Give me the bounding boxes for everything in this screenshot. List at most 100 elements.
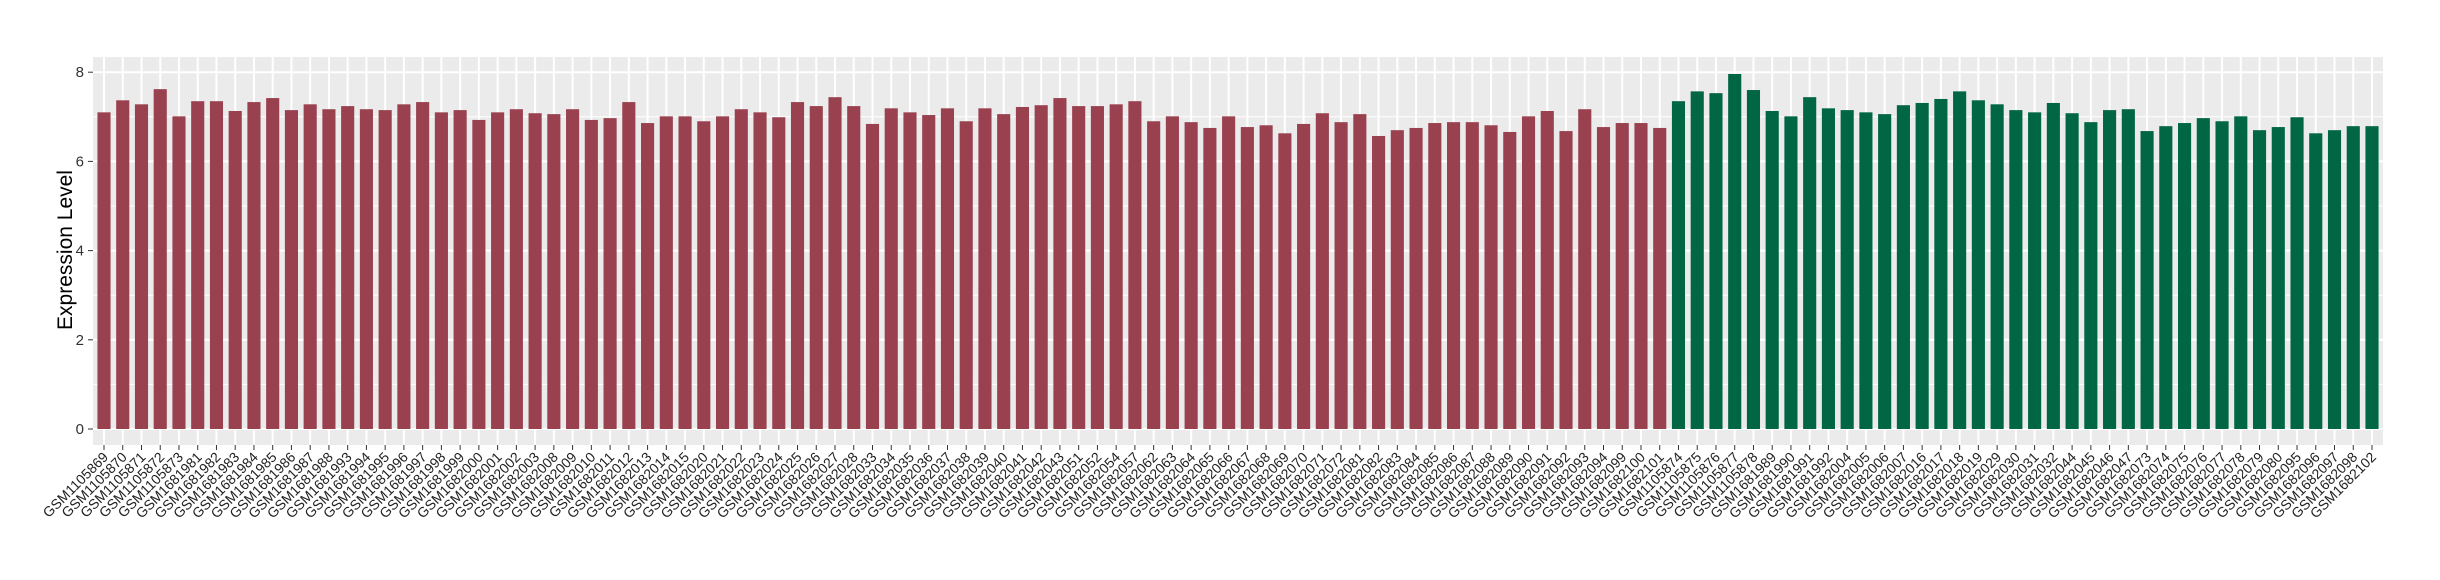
bar-GSM1682023	[753, 112, 767, 429]
bar-GSM1682079	[2252, 130, 2267, 429]
bar-GSM1682012	[622, 102, 636, 429]
bar-GSM1682005	[1859, 112, 1873, 429]
bar-GSM1105876	[1709, 93, 1723, 430]
bar-GSM1682016	[1915, 102, 1929, 429]
bar-GSM1681996	[397, 104, 411, 429]
bar-GSM1682098	[2346, 126, 2360, 429]
bar-GSM1681983	[228, 111, 242, 429]
bar-GSM1682075	[2178, 123, 2192, 429]
bar-GSM1682009	[566, 109, 580, 429]
bar-GSM1682001	[491, 112, 505, 429]
bar-GSM1682034	[884, 108, 898, 430]
bar-GSM1682054	[1109, 104, 1123, 429]
bar-GSM1682011	[603, 118, 617, 429]
y-axis-title: Expression Level	[54, 170, 77, 330]
bar-GSM1682015	[678, 116, 692, 429]
bar-GSM1682068	[1259, 125, 1273, 430]
bar-GSM1682077	[2215, 121, 2229, 429]
bar-GSM1682067	[1240, 127, 1254, 430]
x-axis: GSM1105869GSM1105870GSM1105871GSM1105872…	[39, 445, 2379, 521]
bar-GSM1682069	[1278, 133, 1292, 429]
bar-GSM1682086	[1446, 122, 1461, 429]
bar-GSM1682102	[2365, 126, 2379, 429]
bar-GSM1682101	[1653, 127, 1667, 429]
bar-GSM1681998	[434, 112, 448, 429]
bar-GSM1105871	[134, 104, 149, 429]
bar-GSM1682043	[1053, 98, 1067, 430]
bar-GSM1682041	[1015, 106, 1030, 429]
y-tick-label: 0	[76, 421, 84, 438]
bar-GSM1105873	[172, 116, 186, 429]
bar-GSM1682087	[1465, 122, 1479, 429]
bar-GSM1682026	[809, 106, 823, 429]
bar-GSM1682085	[1428, 123, 1442, 429]
bar-GSM1682003	[528, 113, 542, 430]
bar-GSM1682045	[2084, 122, 2098, 429]
bar-GSM1682099	[1615, 123, 1629, 429]
bar-GSM1682030	[2009, 110, 2023, 430]
bar-GSM1105874	[1671, 101, 1686, 429]
bar-GSM1681991	[1803, 97, 1817, 430]
bar-GSM1105870	[116, 100, 130, 429]
bar-GSM1682076	[2196, 118, 2210, 429]
bar-GSM1682097	[2327, 130, 2342, 429]
bar-GSM1682014	[659, 116, 673, 429]
bar-GSM1682046	[2103, 110, 2117, 430]
bar-GSM1682038	[959, 121, 973, 429]
bar-GSM1682028	[847, 106, 861, 429]
bar-GSM1682017	[1934, 98, 1948, 430]
bar-GSM1682100	[1634, 123, 1648, 429]
bar-GSM1682062	[1147, 121, 1161, 429]
bar-GSM1681993	[341, 106, 355, 429]
bar-GSM1682031	[2028, 112, 2042, 429]
bar-GSM1682008	[547, 114, 561, 430]
bar-GSM1682039	[978, 108, 992, 430]
bar-GSM1105877	[1728, 73, 1742, 429]
bar-GSM1682064	[1184, 122, 1198, 429]
bar-GSM1682029	[1990, 104, 2004, 429]
bar-GSM1682013	[641, 123, 655, 429]
y-tick-label: 4	[76, 243, 84, 260]
bar-GSM1105875	[1690, 91, 1704, 430]
bar-GSM1682078	[2234, 116, 2248, 429]
bar-GSM1682027	[828, 97, 842, 430]
bar-GSM1682025	[790, 102, 805, 429]
bar-GSM1682018	[1953, 91, 1967, 430]
bar-GSM1682051	[1072, 106, 1086, 429]
bar-GSM1681994	[359, 109, 373, 429]
bar-GSM1682063	[1165, 116, 1179, 429]
y-tick-label: 8	[76, 64, 84, 81]
bar-GSM1682024	[772, 117, 786, 429]
bar-GSM1682037	[940, 108, 955, 430]
bar-GSM1682083	[1390, 130, 1404, 429]
bar-GSM1682002	[509, 109, 523, 429]
bar-GSM1682057	[1128, 101, 1142, 429]
bar-GSM1681997	[416, 102, 430, 429]
bar-GSM1105872	[153, 89, 167, 429]
bar-GSM1681982	[209, 101, 224, 429]
bar-GSM1681986	[284, 110, 298, 430]
bar-GSM1682019	[1971, 100, 1985, 429]
bar-GSM1682036	[922, 115, 936, 430]
bar-GSM1682035	[903, 112, 917, 429]
bar-GSM1682007	[1896, 105, 1910, 429]
bar-GSM1681988	[322, 109, 336, 429]
bar-GSM1682096	[2309, 133, 2323, 429]
bar-GSM1681995	[378, 110, 392, 430]
bar-GSM1681984	[247, 102, 261, 429]
bar-GSM1682084	[1409, 127, 1423, 429]
bar-GSM1682092	[1559, 131, 1573, 429]
bar-GSM1681985	[266, 98, 280, 430]
bar-GSM1682042	[1034, 105, 1048, 429]
bar-GSM1682094	[1596, 127, 1611, 430]
y-axis: 0 2 4 6 8	[76, 64, 93, 438]
bar-GSM1682073	[2140, 131, 2154, 429]
bar-GSM1681999	[453, 110, 467, 430]
bar-GSM1682032	[2046, 102, 2060, 429]
bar-GSM1682040	[997, 114, 1011, 430]
bar-GSM1105878	[1746, 90, 1761, 429]
bar-GSM1682010	[584, 119, 598, 429]
bar-GSM1105869	[97, 112, 111, 429]
bar-GSM1682004	[1840, 110, 1854, 430]
